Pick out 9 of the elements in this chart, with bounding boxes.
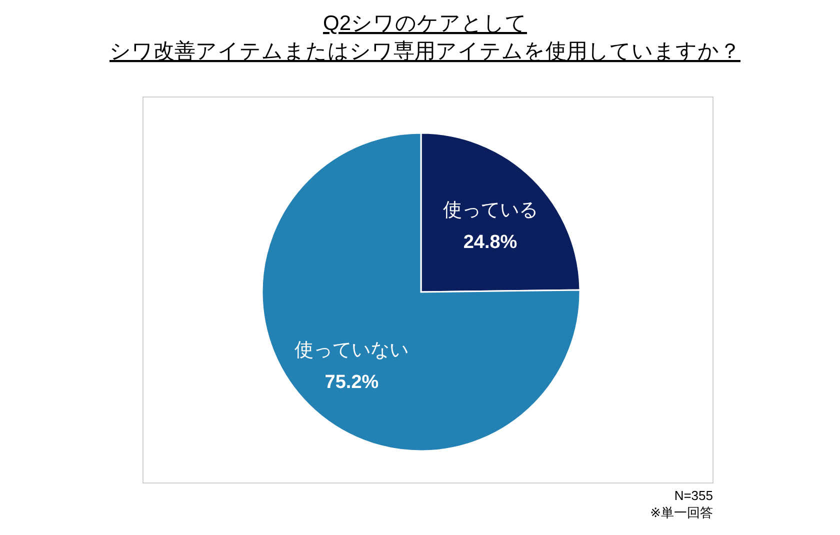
slice-label: 使っている bbox=[442, 200, 538, 221]
slice-label: 使っていない bbox=[294, 340, 409, 362]
data-label: 75.2% bbox=[324, 372, 379, 394]
text: N=355 bbox=[674, 488, 713, 503]
pie-slice bbox=[261, 132, 581, 452]
chart-title: Q2シワのケアとして bbox=[322, 12, 528, 35]
data-label: 24.8% bbox=[463, 232, 518, 253]
text: ※単一回答 bbox=[650, 505, 713, 520]
chart-subtitle: シワ改善アイテムまたはシワ専用アイテムを使用していますか？ bbox=[110, 39, 740, 63]
